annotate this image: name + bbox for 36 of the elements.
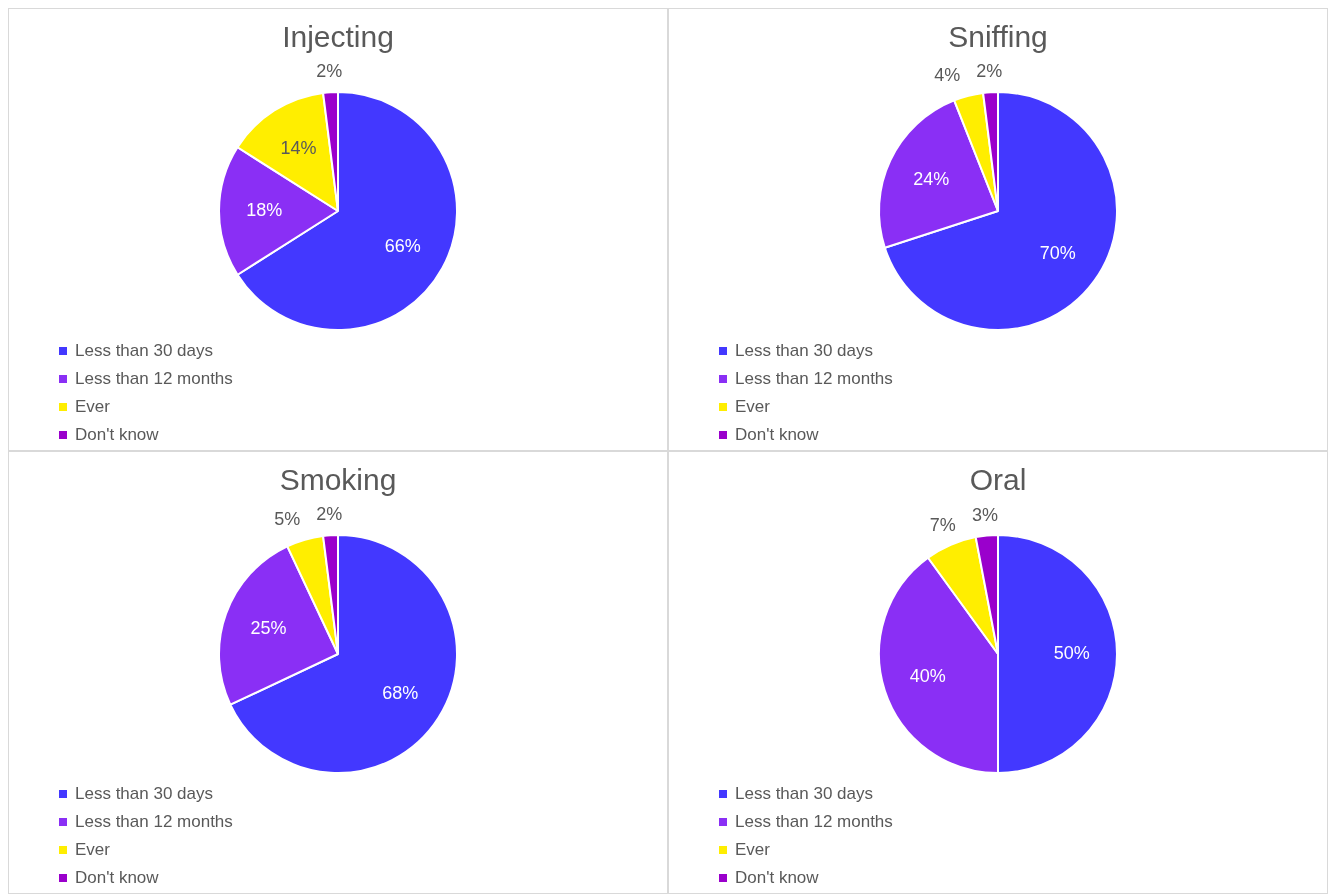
legend-label: Less than 12 months bbox=[735, 369, 893, 389]
legend-label: Less than 30 days bbox=[75, 784, 213, 804]
data-label: 40% bbox=[909, 665, 946, 686]
legend-label: Less than 30 days bbox=[735, 784, 873, 804]
data-label: 25% bbox=[250, 617, 287, 638]
legend-label: Don't know bbox=[735, 868, 819, 888]
legend-label: Ever bbox=[735, 840, 770, 860]
data-label: 14% bbox=[280, 137, 317, 158]
data-label: 3% bbox=[971, 504, 998, 525]
legend-label: Ever bbox=[75, 397, 110, 417]
data-label: 2% bbox=[976, 61, 1003, 82]
data-label: 24% bbox=[913, 168, 950, 189]
legend-label: Less than 12 months bbox=[75, 369, 233, 389]
legend-label: Don't know bbox=[75, 425, 159, 445]
data-label: 68% bbox=[382, 682, 419, 703]
legend-label: Less than 30 days bbox=[735, 341, 873, 361]
data-label: 2% bbox=[316, 61, 343, 82]
legend-label: Don't know bbox=[735, 425, 819, 445]
chart-title: Sniffing bbox=[948, 20, 1048, 54]
data-label: 7% bbox=[929, 515, 956, 536]
data-label: 4% bbox=[934, 65, 961, 86]
chart-title: Oral bbox=[969, 463, 1027, 497]
data-label: 66% bbox=[384, 235, 421, 256]
legend-label: Don't know bbox=[75, 868, 159, 888]
legend-label: Less than 12 months bbox=[75, 812, 233, 832]
legend-label: Less than 30 days bbox=[75, 341, 213, 361]
data-label: 5% bbox=[274, 509, 301, 530]
chart-title: Injecting bbox=[282, 20, 394, 54]
data-label: 50% bbox=[1053, 642, 1090, 663]
data-label: 70% bbox=[1039, 243, 1076, 264]
data-label: 2% bbox=[316, 504, 343, 525]
data-label: 18% bbox=[246, 199, 283, 220]
legend-label: Ever bbox=[735, 397, 770, 417]
legend-label: Less than 12 months bbox=[735, 812, 893, 832]
chart-title: Smoking bbox=[279, 463, 397, 497]
legend-label: Ever bbox=[75, 840, 110, 860]
